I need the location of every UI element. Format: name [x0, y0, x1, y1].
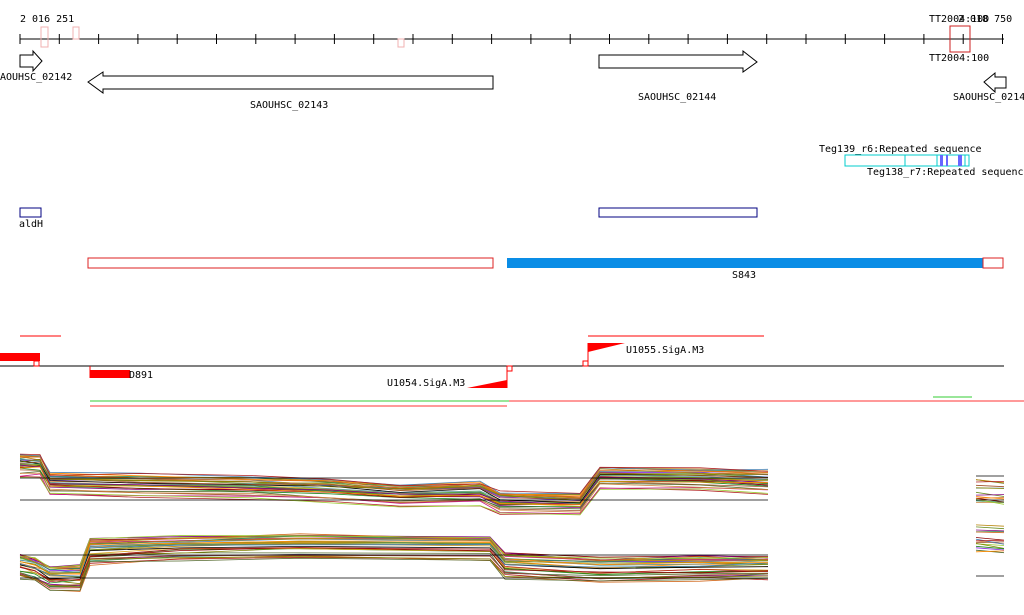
- feature-u1055-triangle[interactable]: [588, 343, 625, 352]
- segment-outline-2[interactable]: [983, 258, 1003, 268]
- repeat-block-blue-1[interactable]: [940, 155, 943, 166]
- profile-panel-top: [20, 454, 768, 515]
- repeat-block-blue-3[interactable]: [958, 155, 962, 166]
- aldh-box-2[interactable]: [599, 208, 757, 217]
- feature-left-block[interactable]: [0, 353, 40, 361]
- profile-line: [976, 527, 1004, 529]
- profile-line: [976, 532, 1004, 533]
- aldh-label[interactable]: aldH: [19, 219, 43, 230]
- repeat-label-bottom[interactable]: Teg138_r7:Repeated sequence: [867, 167, 1024, 178]
- gene-arrow-02144[interactable]: [599, 51, 757, 72]
- feature-d891-block[interactable]: [90, 370, 130, 378]
- gene-label-right-partial[interactable]: SAOUHSC_0214: [953, 92, 1024, 103]
- coordinate-ruler: [20, 26, 1004, 52]
- expression-profiles: [20, 454, 1004, 591]
- gene-label-02144[interactable]: SAOUHSC_02144: [638, 92, 716, 103]
- profile-line: [976, 525, 1004, 526]
- feature-label-u1055[interactable]: U1055.SigA.M3: [626, 345, 704, 356]
- profile-line: [976, 495, 1004, 496]
- ruler-marker-label-bottom: TT2004:100: [929, 53, 989, 64]
- ruler-highlight-1[interactable]: [41, 27, 48, 47]
- gene-track: [20, 51, 1006, 93]
- ruler-highlight-3[interactable]: [398, 39, 404, 47]
- profile-panel-right-bottom: [976, 525, 1004, 553]
- gene-label-02143[interactable]: SAOUHSC_02143: [250, 100, 328, 111]
- repeat-track: [845, 155, 969, 166]
- ruler-start-label: 2 016 251: [20, 14, 74, 25]
- profile-panel-bottom: [20, 534, 768, 592]
- ruler-highlight-2[interactable]: [73, 27, 79, 39]
- aldh-box-1[interactable]: [20, 208, 41, 217]
- segment-s843[interactable]: [507, 258, 983, 268]
- repeat-block-main[interactable]: [845, 155, 969, 166]
- feature-tick-3[interactable]: [507, 366, 512, 371]
- repeat-block-blue-2[interactable]: [946, 155, 948, 166]
- profile-line: [976, 551, 1004, 552]
- segment-label-s843[interactable]: S843: [732, 270, 756, 281]
- ruler-marker-label-top: TT2004:100: [929, 14, 989, 25]
- gene-label-left-partial[interactable]: AOUHSC_02142: [0, 72, 72, 83]
- profile-line: [976, 481, 1004, 482]
- repeat-label-top[interactable]: Teg139_r6:Repeated sequence: [819, 144, 982, 155]
- feature-u1054-triangle[interactable]: [467, 380, 507, 388]
- gene-arrow-right-partial[interactable]: [984, 73, 1006, 92]
- profile-panel-right-top: [976, 480, 1004, 505]
- feature-label-d891[interactable]: D891: [129, 370, 153, 381]
- segment-track: [88, 258, 1003, 268]
- segment-outline-1[interactable]: [88, 258, 493, 268]
- profile-line: [976, 530, 1004, 531]
- feature-tick-1[interactable]: [34, 361, 39, 366]
- gene-arrow-left-partial[interactable]: [20, 51, 42, 71]
- aldh-track: [20, 208, 757, 217]
- gene-arrow-02143[interactable]: [88, 72, 493, 93]
- profile-line: [976, 485, 1004, 486]
- feature-tick-2[interactable]: [583, 361, 588, 366]
- feature-track: [0, 336, 1024, 406]
- feature-label-u1054[interactable]: U1054.SigA.M3: [387, 378, 465, 389]
